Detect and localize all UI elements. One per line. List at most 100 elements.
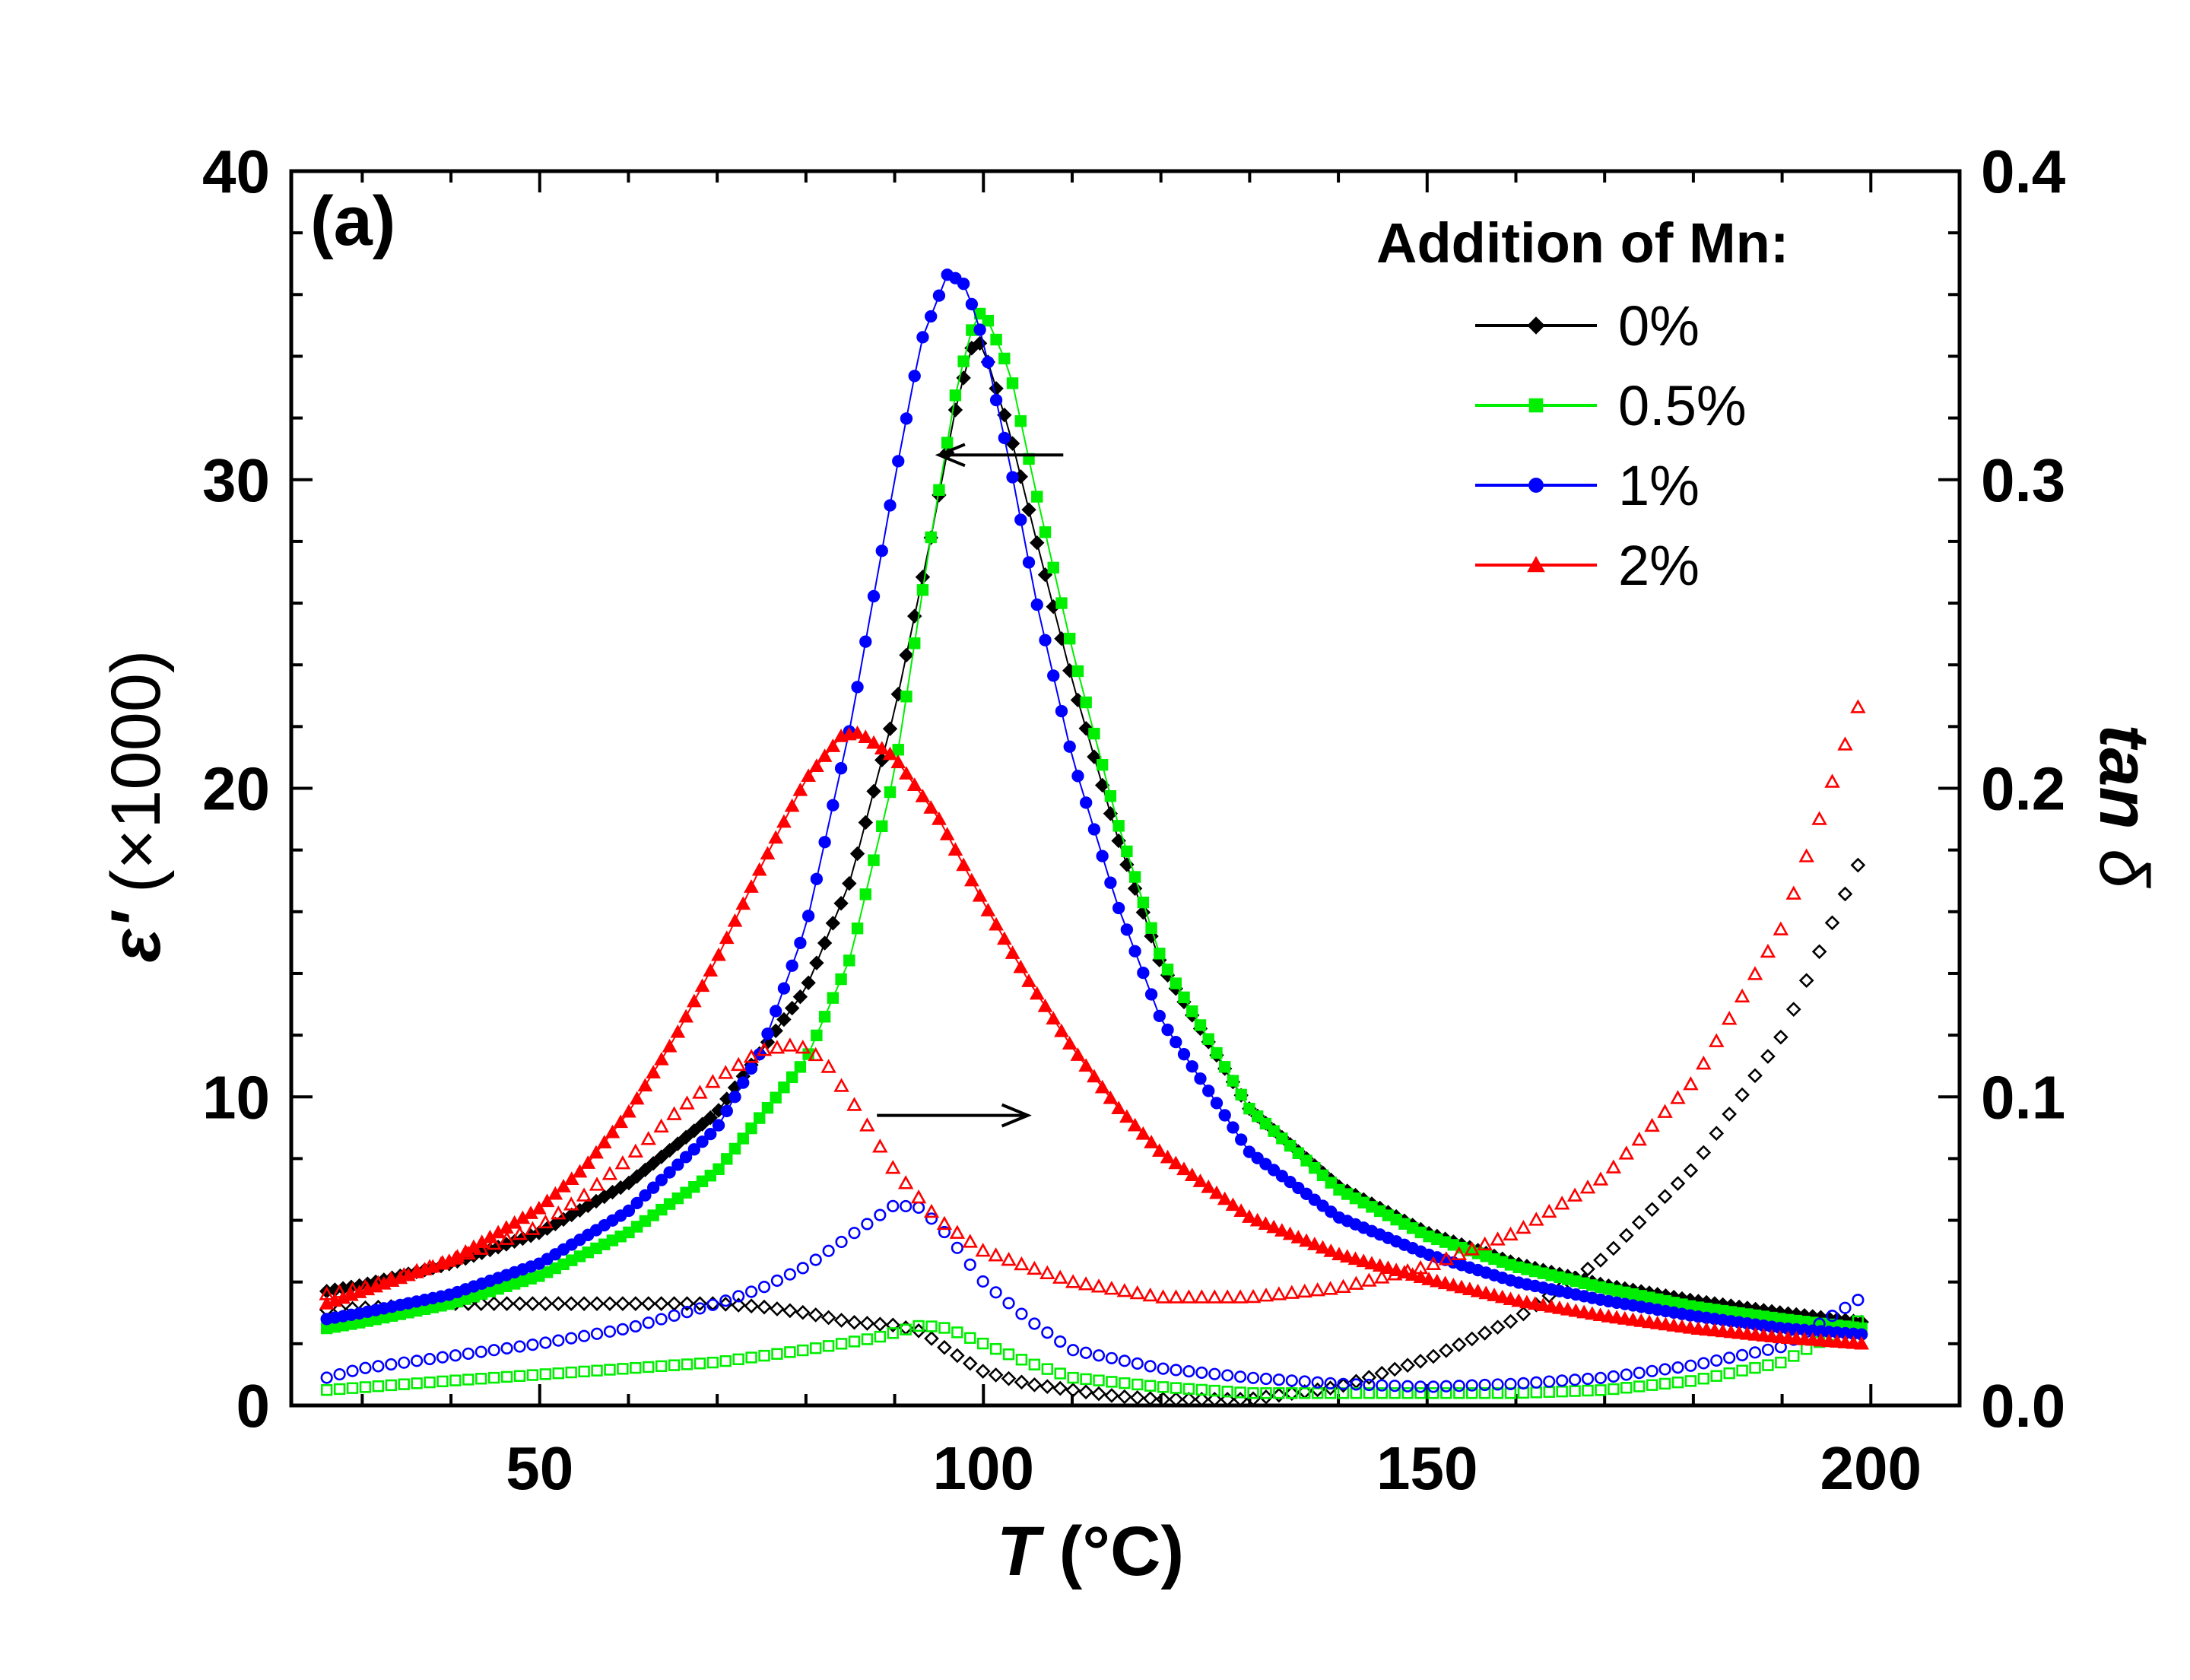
loss-tangent-point — [617, 1363, 629, 1375]
permittivity-point — [899, 647, 914, 663]
loss-tangent-point — [486, 1296, 502, 1311]
loss-tangent-point — [1747, 1068, 1763, 1084]
loss-tangent-point — [1337, 1377, 1350, 1390]
permittivity-point — [1096, 758, 1109, 771]
permittivity-point — [916, 331, 929, 344]
loss-tangent-point — [1580, 1261, 1595, 1277]
permittivity-point — [1144, 988, 1158, 1001]
permittivity-point — [1064, 633, 1076, 645]
loss-tangent-point — [589, 1177, 605, 1191]
permittivity-point — [1487, 1288, 1502, 1301]
loss-tangent-point — [1581, 1372, 1595, 1386]
loss-tangent-point — [1376, 1379, 1389, 1392]
permittivity-point — [801, 768, 816, 783]
loss-tangent-point — [1194, 1392, 1210, 1407]
permittivity-point — [1047, 669, 1060, 682]
permittivity-point — [720, 1104, 733, 1118]
permittivity-point — [1021, 973, 1036, 987]
loss-tangent-point — [1386, 1266, 1403, 1281]
loss-tangent-point — [859, 1117, 875, 1132]
permittivity-point — [696, 1135, 709, 1148]
permittivity-point — [1356, 1253, 1372, 1268]
x-axis-title-unit: (°C) — [1039, 1513, 1184, 1590]
permittivity-point — [694, 978, 710, 992]
permittivity-point — [915, 789, 931, 802]
loss-tangent-point — [1516, 1219, 1531, 1234]
loss-tangent-point — [551, 1205, 567, 1220]
permittivity-point — [989, 393, 1003, 407]
permittivity-point — [859, 635, 872, 648]
permittivity-point — [1013, 959, 1029, 973]
loss-tangent-point — [1504, 1377, 1517, 1390]
loss-tangent-point — [1027, 1377, 1043, 1393]
loss-tangent-point — [1837, 736, 1853, 751]
permittivity-point — [1094, 1079, 1110, 1094]
loss-tangent-point — [782, 1037, 798, 1052]
loss-tangent-point — [1773, 1029, 1788, 1045]
loss-tangent-point — [423, 1352, 436, 1366]
loss-tangent-point — [1363, 1387, 1376, 1399]
loss-tangent-point — [808, 1307, 824, 1323]
loss-tangent-point — [1374, 1269, 1390, 1284]
loss-tangent-point — [1798, 973, 1814, 989]
loss-tangent-point — [1721, 1011, 1738, 1025]
loss-tangent-point — [576, 1296, 592, 1311]
permittivity-point — [1055, 597, 1068, 609]
loss-tangent-point — [616, 1323, 629, 1335]
loss-tangent-point — [1788, 1350, 1800, 1362]
permittivity-point — [989, 381, 1004, 396]
loss-tangent-point — [604, 1364, 616, 1376]
permittivity-point — [687, 1143, 700, 1156]
loss-tangent-point — [1710, 1354, 1723, 1367]
data-group — [319, 268, 1870, 1407]
loss-tangent-point — [705, 1074, 721, 1088]
permittivity-point — [1503, 1291, 1519, 1306]
permittivity-point — [1153, 1009, 1166, 1023]
loss-tangent-point — [1015, 1307, 1028, 1320]
permittivity-point — [1219, 1061, 1231, 1073]
arrow-head — [1001, 1103, 1032, 1128]
loss-tangent-point — [1207, 1289, 1223, 1304]
permittivity-point — [1031, 491, 1043, 503]
permittivity-point — [866, 735, 881, 749]
permittivity-point — [721, 1153, 733, 1165]
permittivity-point — [908, 370, 921, 383]
permittivity-point — [964, 872, 979, 887]
permittivity-point — [1266, 1219, 1281, 1234]
legend-label: 2% — [1618, 534, 1700, 597]
loss-tangent-point — [421, 1259, 438, 1273]
loss-tangent-point — [1850, 857, 1866, 873]
loss-tangent-point — [475, 1373, 487, 1385]
loss-tangent-point — [1195, 1383, 1208, 1396]
loss-tangent-point — [1670, 1176, 1686, 1192]
loss-tangent-point — [1286, 1387, 1298, 1399]
loss-tangent-point — [938, 1322, 951, 1334]
y-right-tick-label: 0.1 — [1981, 1063, 2065, 1131]
permittivity-point — [882, 746, 898, 761]
permittivity-point — [745, 1122, 757, 1135]
loss-tangent-point — [1015, 1354, 1028, 1366]
permittivity-point — [1096, 850, 1109, 862]
permittivity-point — [629, 1169, 645, 1184]
loss-tangent-point — [1259, 1372, 1273, 1386]
permittivity-point — [663, 1166, 676, 1179]
loss-tangent-point — [1516, 1306, 1531, 1322]
loss-tangent-point — [344, 1281, 360, 1296]
loss-tangent-point — [1709, 1126, 1725, 1142]
loss-tangent-point — [436, 1351, 449, 1364]
legend-label: 0% — [1618, 294, 1700, 357]
permittivity-point — [1154, 948, 1166, 960]
permittivity-point — [899, 766, 914, 780]
loss-tangent-point — [398, 1356, 411, 1369]
x-tick-label: 150 — [1376, 1434, 1477, 1502]
loss-tangent-point — [462, 1347, 474, 1361]
loss-tangent-point — [1438, 1251, 1455, 1266]
permittivity-point — [1047, 561, 1059, 574]
permittivity-point — [1160, 1149, 1176, 1164]
permittivity-point — [670, 1024, 686, 1038]
permittivity-point — [703, 1110, 719, 1126]
loss-tangent-point — [396, 1266, 412, 1281]
permittivity-point — [868, 854, 880, 866]
loss-tangent-point — [1376, 1387, 1388, 1399]
loss-tangent-point — [951, 1326, 963, 1339]
